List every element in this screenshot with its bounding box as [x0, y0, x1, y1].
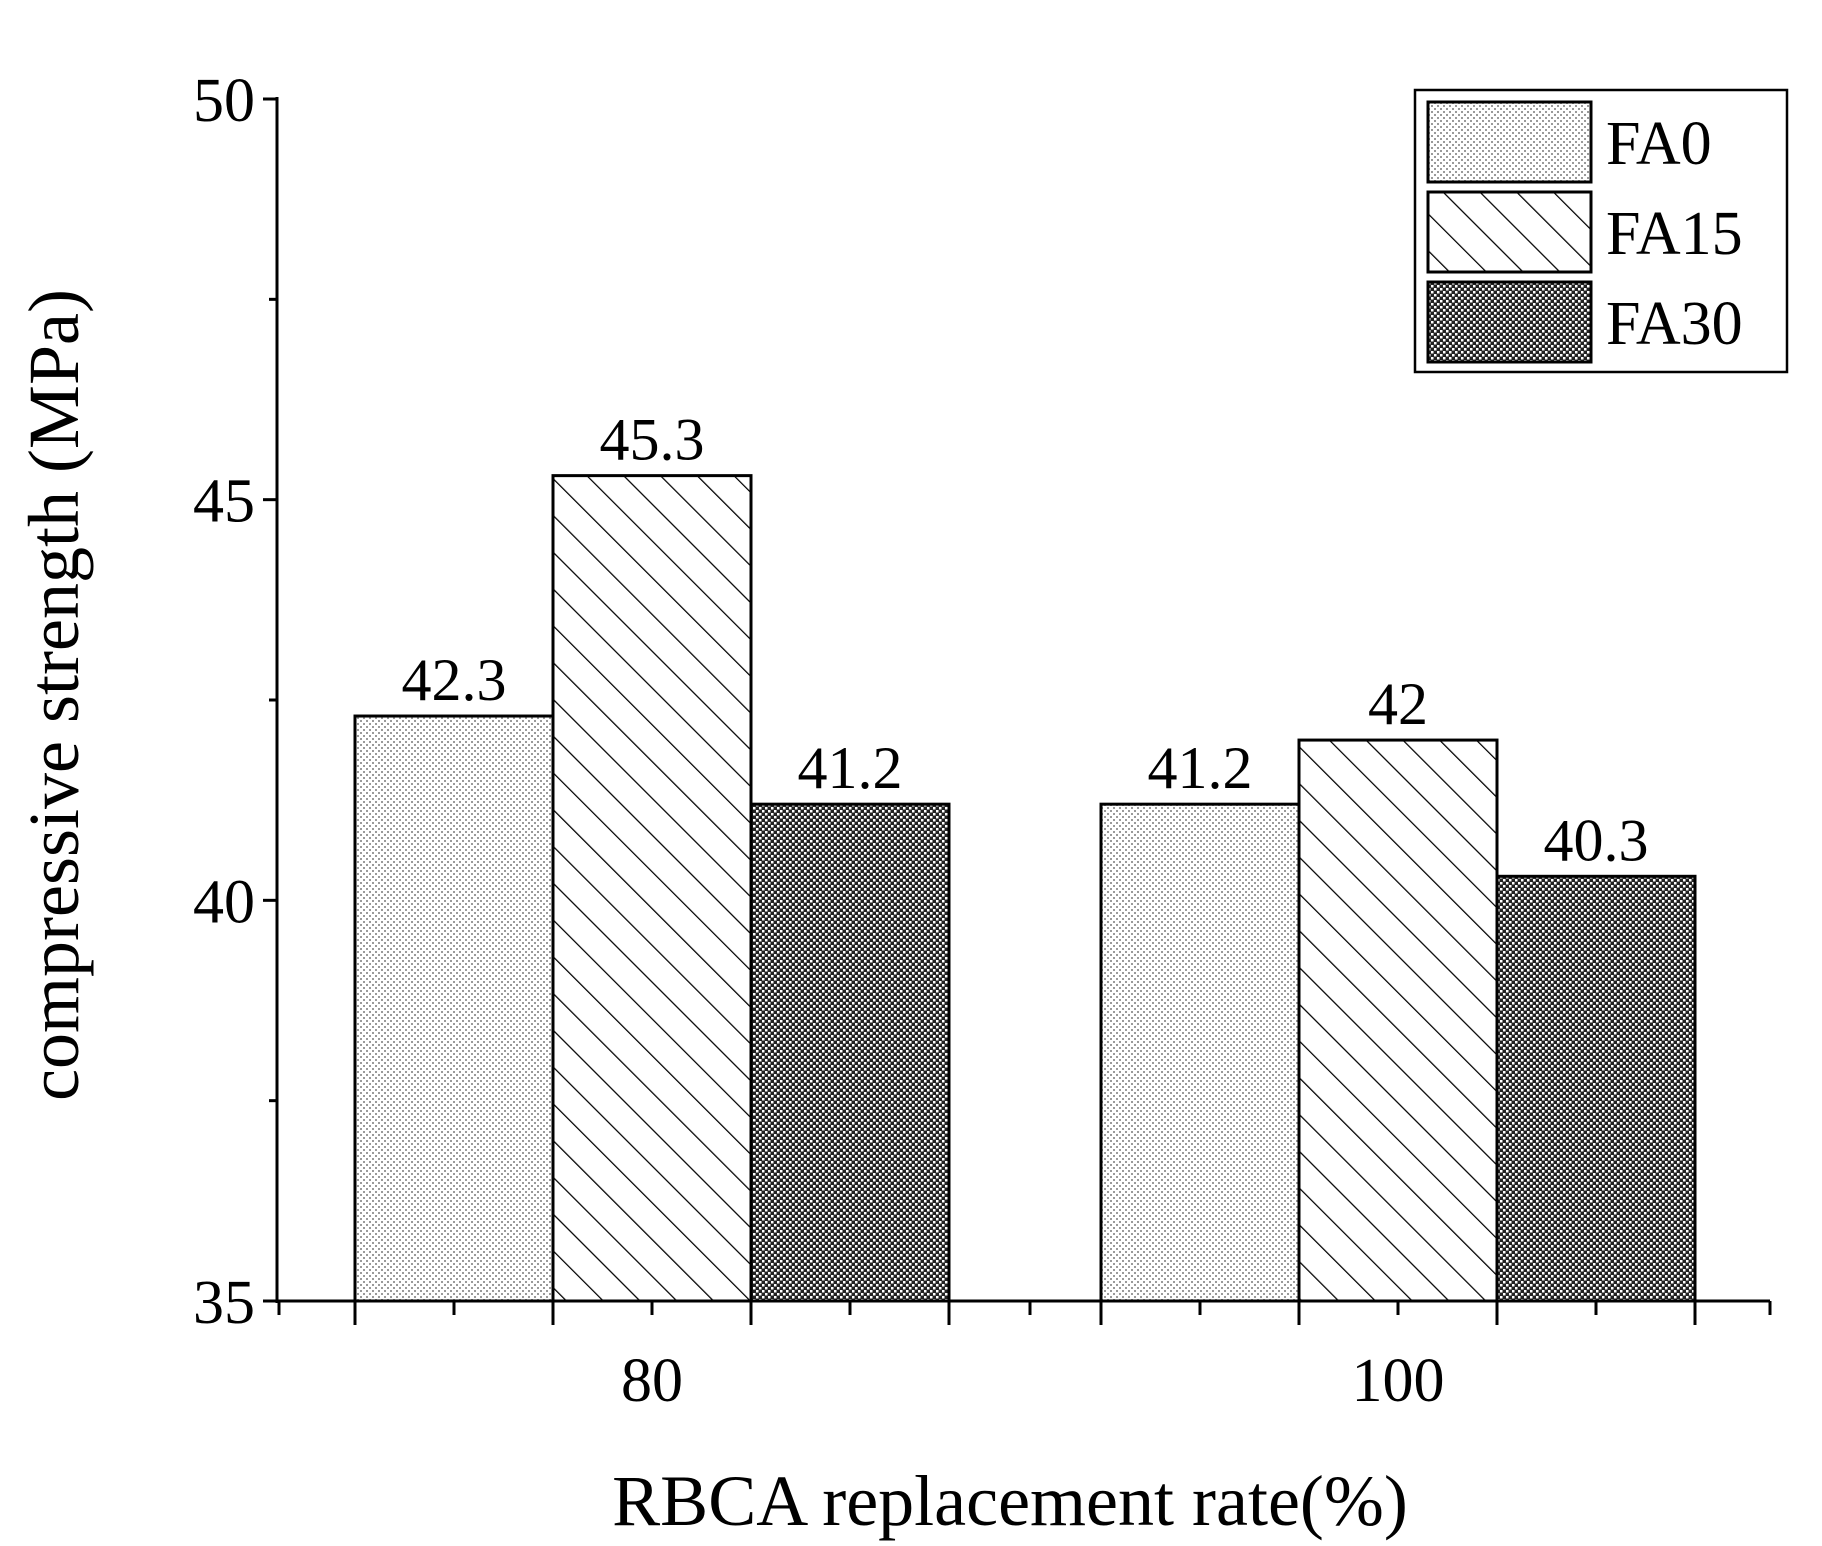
y-tick-label: 50	[193, 67, 255, 135]
y-tick-label: 40	[193, 868, 255, 936]
data-label-fa0-80: 42.3	[402, 647, 507, 713]
y-tick-label: 45	[193, 468, 255, 536]
bar-fa15-80	[551, 474, 753, 1303]
bar-fa30-100	[1495, 874, 1697, 1303]
x-tick-label: 100	[1352, 1347, 1445, 1415]
bar-fa15-100	[1297, 738, 1499, 1303]
x-tick-label: 80	[621, 1347, 683, 1415]
data-label-fa30-80: 41.2	[798, 735, 903, 801]
y-tick-label: 35	[193, 1269, 255, 1337]
x-axis-title: RBCA replacement rate(%)	[612, 1461, 1408, 1541]
bar-fa30-80	[749, 802, 951, 1303]
y-axis-title: compressive strength (MPa)	[14, 289, 94, 1101]
data-labels: 42.3 41.2 45.3 42 41.2 40.3	[402, 407, 1649, 874]
bars	[353, 474, 1697, 1303]
legend-label-fa15: FA15	[1606, 200, 1743, 268]
data-label-fa30-100: 40.3	[1544, 807, 1649, 873]
data-label-fa15-100: 42	[1368, 671, 1428, 737]
legend-label-fa0: FA0	[1606, 110, 1712, 178]
data-label-fa0-100: 41.2	[1148, 735, 1253, 801]
legend-swatch-fa0	[1426, 100, 1593, 184]
bar-fa0-80	[353, 714, 555, 1303]
legend-label-fa30: FA30	[1606, 290, 1743, 358]
data-label-fa15-80: 45.3	[600, 407, 705, 473]
legend-swatch-fa30	[1426, 280, 1593, 364]
legend-swatch-fa15	[1426, 190, 1593, 274]
axes: 35 40 45 50 80 100	[193, 67, 1772, 1415]
bar-fa0-100	[1099, 802, 1301, 1303]
legend: FA0 FA15 FA30	[1413, 88, 1789, 374]
